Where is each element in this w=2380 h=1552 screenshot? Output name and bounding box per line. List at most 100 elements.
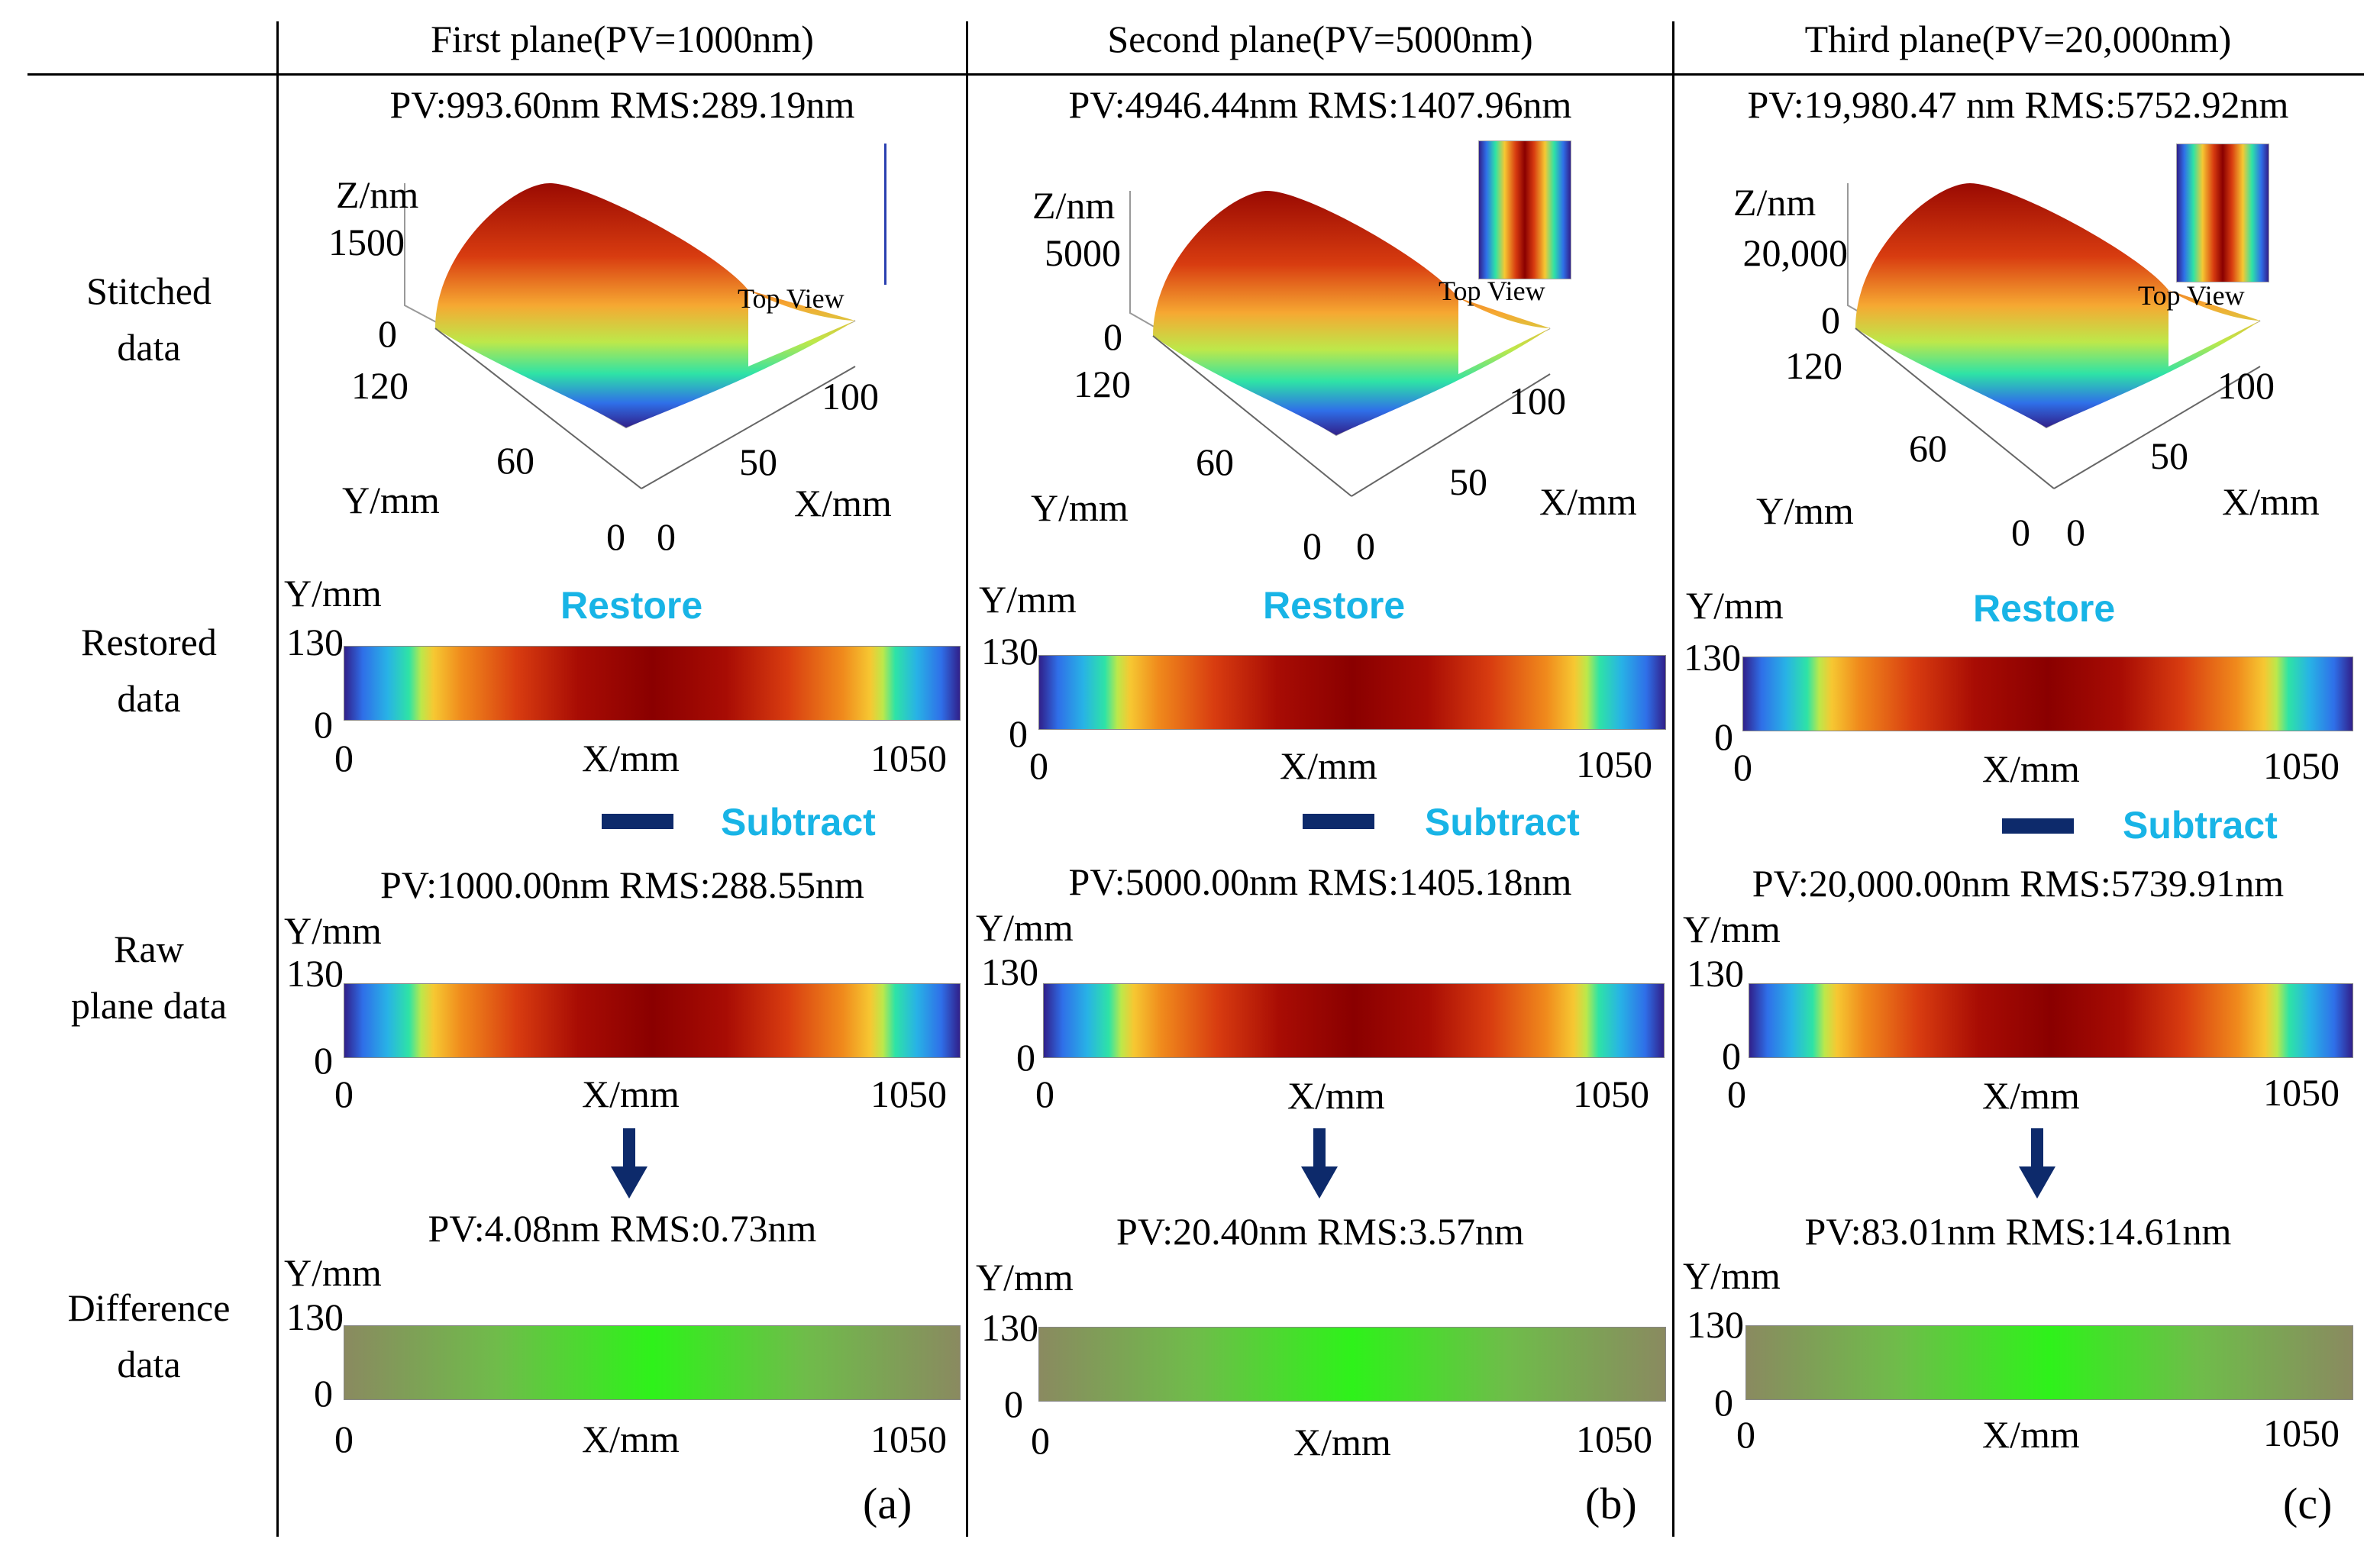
surface-3d-plot-a (404, 183, 856, 489)
diff-stats-c: PV:83.01nm RMS:14.61nm (1804, 1210, 2232, 1253)
raw-x-min-a: 0 (334, 1073, 354, 1115)
z-tick-max-c: 20,000 (1742, 231, 1849, 274)
restored-y-max-c: 130 (1684, 636, 1741, 679)
restored-x-min-c: 0 (1733, 746, 1752, 789)
raw-y-label-a: Y/mm (284, 909, 382, 952)
z-axis-label-a: Z/nm (336, 173, 419, 216)
difference-map-c (1745, 1325, 2353, 1400)
diff-x-min-c: 0 (1736, 1413, 1755, 1456)
diff-x-label-b: X/mm (1293, 1421, 1391, 1463)
header-rule (27, 73, 2364, 76)
surface-3d-plot-c (1847, 183, 2261, 489)
stitched-stats-a: PV:993.60nm RMS:289.19nm (389, 83, 855, 126)
panel-letter-c: (c) (2283, 1479, 2333, 1528)
panel-letter-a: (a) (863, 1479, 912, 1528)
y-tick-top-c: 120 (1785, 344, 1842, 387)
column-divider-1 (276, 21, 279, 1537)
difference-map-a (344, 1325, 961, 1400)
raw-stats-b: PV:5000.00nm RMS:1405.18nm (1068, 860, 1572, 903)
restored-y-min-c: 0 (1714, 715, 1733, 758)
raw-y-min-c: 0 (1722, 1034, 1741, 1077)
diff-y-label-b: Y/mm (976, 1256, 1074, 1299)
raw-x-max-c: 1050 (2263, 1071, 2340, 1114)
raw-y-min-a: 0 (314, 1039, 333, 1082)
x-tick-top-a: 100 (822, 375, 879, 418)
x-tick-mid-c: 50 (2150, 434, 2188, 477)
subtract-annotation-a: Subtract (721, 801, 876, 844)
raw-y-max-c: 130 (1687, 952, 1744, 995)
y-tick-top-b: 120 (1074, 363, 1131, 405)
x-tick-zero-a: 0 (657, 515, 676, 558)
x-axis-label-b: X/mm (1539, 480, 1637, 523)
x-axis-label-c: X/mm (2222, 480, 2320, 523)
surface-3d-plot-b (1129, 191, 1551, 497)
stitched-stats-b: PV:4946.44nm RMS:1407.96nm (1068, 83, 1572, 126)
column-header-third: Third plane(PV=20,000nm) (1804, 18, 2232, 60)
column-header-first: First plane(PV=1000nm) (431, 18, 814, 60)
raw-x-label-c: X/mm (1982, 1074, 2080, 1117)
diff-y-label-a: Y/mm (284, 1251, 382, 1294)
z-tick-zero-a: 0 (378, 312, 397, 355)
minus-sign-b (1303, 814, 1374, 829)
restored-y-label-b: Y/mm (979, 578, 1077, 621)
diff-y-label-c: Y/mm (1683, 1254, 1781, 1297)
raw-y-label-c: Y/mm (1683, 908, 1781, 950)
raw-map-c (1749, 983, 2353, 1058)
y-tick-zero-a: 0 (606, 515, 625, 558)
raw-y-min-b: 0 (1016, 1036, 1035, 1079)
x-tick-top-c: 100 (2217, 364, 2275, 407)
raw-x-max-a: 1050 (870, 1073, 947, 1115)
top-view-indicator-a (884, 144, 886, 285)
z-axis-label-b: Z/nm (1032, 184, 1116, 227)
restored-y-label-c: Y/mm (1686, 584, 1784, 627)
restore-annotation-a: Restore (560, 584, 703, 627)
raw-x-label-a: X/mm (582, 1073, 680, 1115)
x-tick-mid-a: 50 (739, 440, 777, 483)
y-tick-mid-c: 60 (1909, 427, 1947, 469)
z-tick-max-b: 5000 (1045, 231, 1121, 274)
stitched-stats-c: PV:19,980.47 nm RMS:5752.92nm (1747, 83, 2289, 126)
top-view-label-c: Top View (2138, 280, 2245, 311)
diff-x-min-b: 0 (1031, 1419, 1050, 1462)
diff-stats-a: PV:4.08nm RMS:0.73nm (428, 1207, 817, 1250)
z-axis-label-c: Z/nm (1733, 181, 1816, 224)
y-axis-label-c: Y/mm (1756, 489, 1854, 532)
subtract-annotation-b: Subtract (1425, 801, 1580, 844)
row-label-raw: Raw plane data (70, 928, 228, 1027)
restore-annotation-b: Restore (1263, 584, 1406, 627)
raw-stats-a: PV:1000.00nm RMS:288.55nm (380, 863, 864, 906)
down-arrow-b (1301, 1128, 1338, 1199)
diff-y-max-b: 130 (981, 1306, 1038, 1349)
minus-sign-a (602, 814, 673, 829)
restored-x-label-b: X/mm (1280, 744, 1377, 787)
diff-y-min-c: 0 (1714, 1381, 1733, 1424)
restored-x-max-a: 1050 (870, 737, 947, 779)
diff-stats-b: PV:20.40nm RMS:3.57nm (1116, 1210, 1524, 1253)
diff-y-min-b: 0 (1004, 1383, 1023, 1425)
column-header-second: Second plane(PV=5000nm) (1107, 18, 1533, 60)
z-tick-max-a: 1500 (328, 221, 405, 263)
row-label-difference: Difference data (67, 1286, 231, 1386)
diff-x-max-a: 1050 (870, 1418, 947, 1460)
raw-x-min-c: 0 (1727, 1073, 1746, 1115)
raw-stats-c: PV:20,000.00nm RMS:5739.91nm (1752, 862, 2285, 905)
restored-x-max-b: 1050 (1576, 743, 1652, 786)
diff-y-min-a: 0 (314, 1372, 333, 1415)
diff-x-label-a: X/mm (582, 1418, 680, 1460)
x-tick-mid-b: 50 (1449, 460, 1487, 503)
restored-map-c (1742, 657, 2353, 731)
restored-map-b (1038, 655, 1666, 730)
subtract-annotation-c: Subtract (2123, 804, 2278, 847)
restored-x-label-c: X/mm (1982, 747, 2080, 790)
raw-x-label-b: X/mm (1287, 1074, 1385, 1117)
row-label-stitched: Stitched data (86, 269, 212, 369)
y-tick-mid-a: 60 (496, 439, 534, 482)
raw-y-label-b: Y/mm (976, 906, 1074, 949)
restored-y-max-b: 130 (981, 630, 1038, 673)
restored-y-label-a: Y/mm (284, 572, 382, 615)
difference-map-b (1038, 1327, 1666, 1402)
raw-y-max-a: 130 (286, 952, 344, 995)
top-view-thumbnail-b (1478, 140, 1571, 279)
panel-letter-b: (b) (1585, 1479, 1637, 1528)
diff-x-min-a: 0 (334, 1418, 354, 1460)
